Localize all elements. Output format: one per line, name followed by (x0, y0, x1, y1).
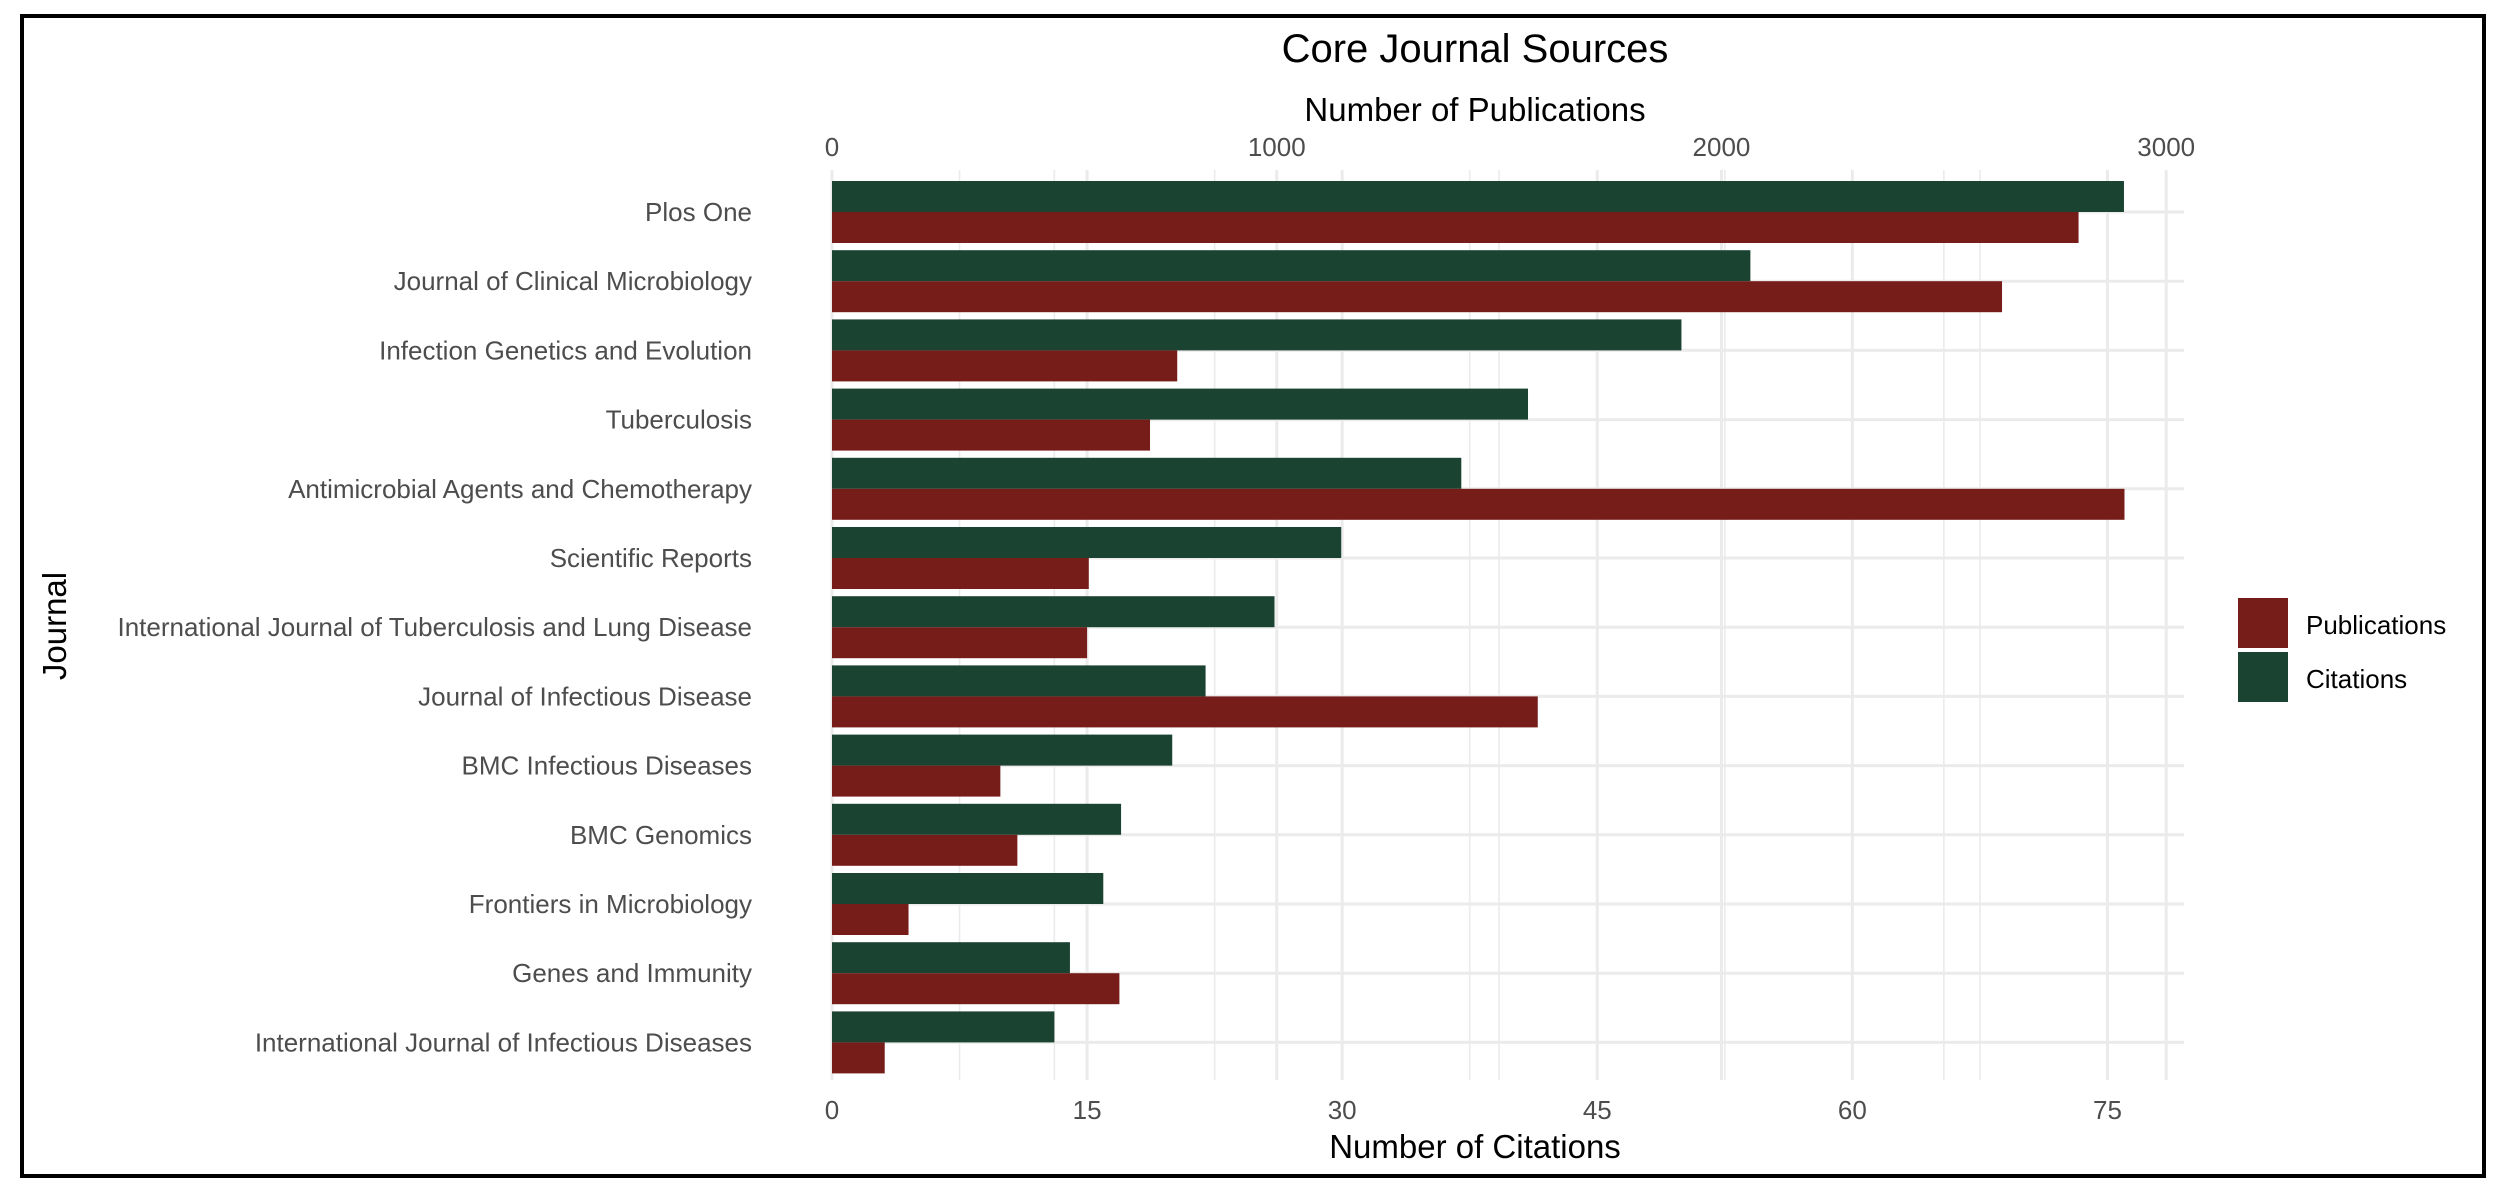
bar-publications-bmc-genomics (832, 834, 1018, 866)
bar-citations-tuberculosis (832, 388, 1529, 420)
category-label: Plos One (645, 197, 752, 227)
category-label: Journal of Infectious Disease (418, 681, 752, 711)
category-label: BMC Genomics (570, 820, 752, 850)
legend: Publications Citations (2238, 598, 2446, 702)
legend-label-publications: Publications (2306, 610, 2446, 640)
bottom-tick-label: 15 (1073, 1095, 1102, 1125)
category-label: BMC Infectious Diseases (462, 751, 752, 781)
bar-citations-journal-of-clinical-microbiology (832, 250, 1751, 282)
bar-citations-antimicrobial-agents-and-chemotherapy (832, 457, 1462, 489)
bottom-tick-label: 0 (825, 1095, 839, 1125)
category-label: International Journal of Infectious Dise… (255, 1027, 752, 1057)
bar-publications-frontiers-in-microbiology (832, 904, 909, 935)
bottom-tick-label: 45 (1583, 1095, 1612, 1125)
category-label: Scientific Reports (550, 543, 752, 573)
bar-publications-international-journal-of-tuberculosis-and-lung-disease (832, 627, 1088, 659)
bar-publications-tuberculosis (832, 419, 1151, 451)
bar-publications-antimicrobial-agents-and-chemotherapy (832, 488, 2125, 520)
bottom-tick-label: 30 (1328, 1095, 1357, 1125)
bar-citations-bmc-infectious-diseases (832, 734, 1173, 766)
category-label: Tuberculosis (606, 405, 752, 435)
bar-citations-scientific-reports (832, 527, 1342, 558)
bar-citations-bmc-genomics (832, 803, 1122, 835)
bar-citations-frontiers-in-microbiology (832, 873, 1104, 904)
bar-citations-genes-and-immunity (832, 942, 1070, 974)
category-label: International Journal of Tuberculosis an… (117, 612, 752, 642)
legend-key-publications (2238, 598, 2288, 648)
category-label: Frontiers in Microbiology (469, 889, 752, 919)
top-tick-label: 1000 (1248, 132, 1306, 162)
bar-citations-journal-of-infectious-disease (832, 665, 1206, 697)
top-tick-label: 2000 (1693, 132, 1751, 162)
legend-label-citations: Citations (2306, 664, 2407, 694)
top-tick-label: 3000 (2137, 132, 2195, 162)
y-axis-title: Journal (36, 572, 73, 680)
bar-citations-infection-genetics-and-evolution (832, 319, 1682, 351)
category-label: Genes and Immunity (512, 958, 752, 988)
bar-citations-plos-one (832, 181, 2124, 212)
bar-citations-international-journal-of-tuberculosis-and-lung-disease (832, 596, 1275, 628)
bar-publications-plos-one (832, 212, 2079, 243)
legend-key-citations (2238, 652, 2288, 702)
chart-title: Core Journal Sources (1282, 27, 1669, 71)
bottom-axis-title: Number of Citations (1329, 1128, 1621, 1165)
top-axis-title: Number of Publications (1304, 91, 1645, 128)
bar-publications-scientific-reports (832, 558, 1089, 589)
category-label: Infection Genetics and Evolution (379, 335, 752, 365)
bar-citations-international-journal-of-infectious-diseases (832, 1011, 1055, 1043)
bottom-tick-label: 60 (1838, 1095, 1867, 1125)
bar-publications-international-journal-of-infectious-diseases (832, 1042, 885, 1074)
bar-publications-journal-of-clinical-microbiology (832, 281, 2003, 313)
category-label: Antimicrobial Agents and Chemotherapy (288, 474, 752, 504)
bottom-tick-label: 75 (2093, 1095, 2122, 1125)
bar-publications-infection-genetics-and-evolution (832, 350, 1178, 382)
top-tick-label: 0 (825, 132, 839, 162)
category-label: Journal of Clinical Microbiology (394, 266, 752, 296)
bar-publications-journal-of-infectious-disease (832, 696, 1538, 728)
bar-publications-bmc-infectious-diseases (832, 765, 1001, 797)
bar-publications-genes-and-immunity (832, 973, 1120, 1005)
labels-layer: Plos One Journal of Clinical Microbiology… (117, 132, 2195, 1125)
bars-layer (832, 181, 2125, 1074)
